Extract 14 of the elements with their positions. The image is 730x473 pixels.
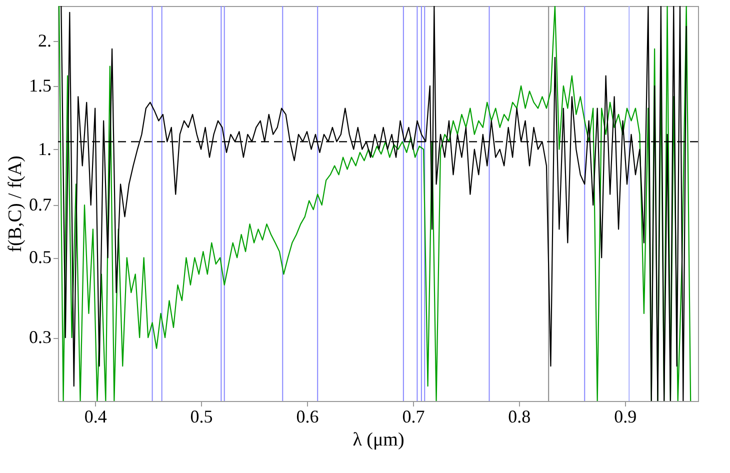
y-tick-label: 1.	[38, 138, 52, 159]
x-tick-label: 0.6	[296, 406, 319, 426]
x-axis-title: λ (μm)	[352, 430, 404, 450]
y-tick-label: 0.7	[29, 194, 52, 215]
y-tick-label: 0.5	[29, 247, 52, 268]
x-tick-label: 0.7	[402, 406, 425, 426]
y-tick-label: 2.	[38, 30, 52, 50]
x-tick-label: 0.4	[84, 406, 107, 426]
y-tick-label: 1.5	[29, 75, 52, 96]
x-tick-label: 0.9	[614, 406, 637, 426]
x-tick-label: 0.5	[190, 406, 213, 426]
y-tick-label: 0.3	[29, 327, 52, 348]
y-axis-title: f(B,C) / f(A)	[5, 156, 26, 252]
x-tick-label: 0.8	[508, 406, 531, 426]
